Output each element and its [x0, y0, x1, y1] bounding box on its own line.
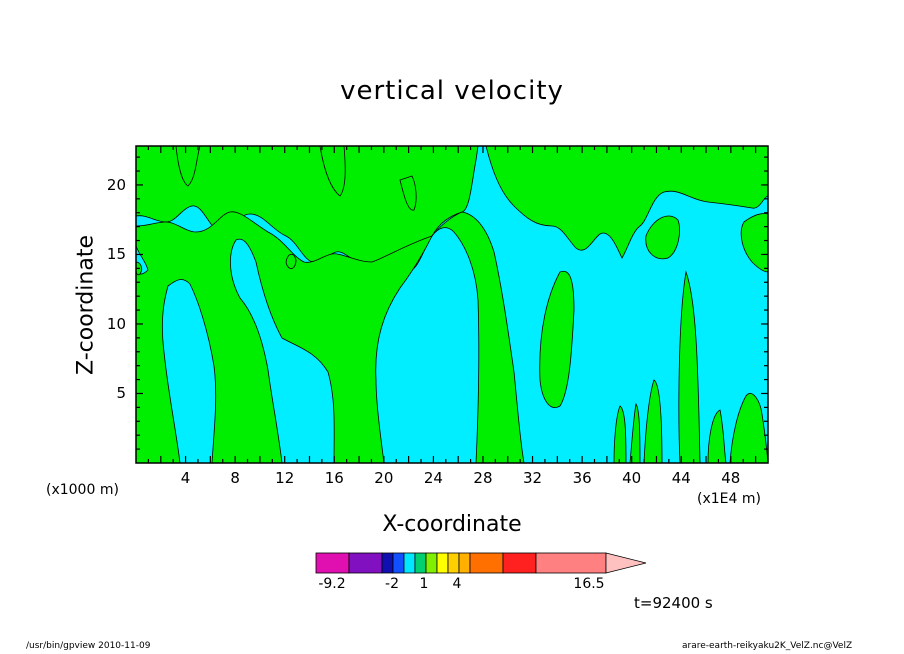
- colorbar-swatch: [392, 552, 405, 574]
- colorbar-swatch: [348, 552, 383, 574]
- colorbar-swatch: [403, 552, 416, 574]
- positive-velocity-regions: [135, 145, 769, 464]
- colorbar-swatch: [425, 552, 438, 574]
- region: [431, 211, 525, 464]
- colorbar-label: -2: [385, 576, 399, 592]
- x-tick-label: 32: [523, 469, 543, 487]
- footer-right: arare-earth-reikyaku2K_VelZ.nc@VelZ: [682, 641, 853, 651]
- region: [285, 253, 297, 269]
- x-tick-label: 24: [423, 469, 443, 487]
- x-tick-label: 8: [230, 469, 240, 487]
- y-tick-label: 10: [106, 314, 126, 333]
- colorbar-label: -9.2: [318, 576, 346, 592]
- region: [319, 145, 346, 197]
- colorbar-label: 16.5: [573, 576, 605, 592]
- region: [613, 405, 627, 464]
- footer-left: /usr/bin/gpview 2010-11-09: [26, 641, 151, 651]
- region: [678, 270, 701, 464]
- plot-frame: [135, 145, 769, 464]
- region: [629, 402, 641, 464]
- region: [643, 379, 663, 464]
- region: [485, 145, 769, 259]
- region: [539, 270, 575, 408]
- x-unit-right: (x1E4 m): [697, 491, 761, 507]
- y-axis-label: Z-coordinate: [73, 235, 99, 375]
- region: [729, 393, 769, 464]
- x-tick-label: 16: [324, 469, 344, 487]
- x-tick-label: 4: [180, 469, 191, 487]
- colorbar-swatch: [447, 552, 460, 574]
- y-tick-label: 15: [106, 245, 126, 264]
- y-tick-label: 5: [116, 384, 126, 403]
- x-tick-label: 12: [275, 469, 295, 487]
- colorbar-label: 4: [452, 576, 462, 592]
- x-tick-label: 36: [572, 469, 592, 487]
- x-tick-label: 40: [622, 469, 642, 487]
- colorbar-swatch: [502, 552, 537, 574]
- x-axis-label: X-coordinate: [382, 512, 522, 537]
- x-tick-label: 28: [473, 469, 493, 487]
- colorbar: [315, 552, 647, 574]
- colorbar-swatch: [315, 552, 350, 574]
- colorbar-swatch: [436, 552, 449, 574]
- colorbar-extension: [605, 552, 647, 574]
- region: [645, 215, 680, 260]
- x-tick-label: 48: [721, 469, 741, 487]
- colorbar-swatch: [458, 552, 471, 574]
- x-tick-label: 20: [374, 469, 394, 487]
- region: [135, 211, 433, 464]
- colorbar-swatch: [535, 552, 607, 574]
- region: [399, 175, 417, 211]
- region: [740, 213, 769, 273]
- colorbar-swatch: [381, 552, 394, 574]
- y-tick-label: 20: [106, 175, 126, 194]
- region: [175, 145, 201, 187]
- time-label: t=92400 s: [634, 594, 713, 612]
- x-tick-label: 44: [671, 469, 691, 487]
- axis-ticks: [136, 146, 768, 463]
- colorbar-label: 1: [419, 576, 429, 592]
- x-unit-left: (x1000 m): [46, 482, 119, 498]
- region: [707, 409, 727, 464]
- colorbar-swatch: [414, 552, 427, 574]
- colorbar-swatch: [469, 552, 504, 574]
- chart-title: vertical velocity: [340, 76, 564, 106]
